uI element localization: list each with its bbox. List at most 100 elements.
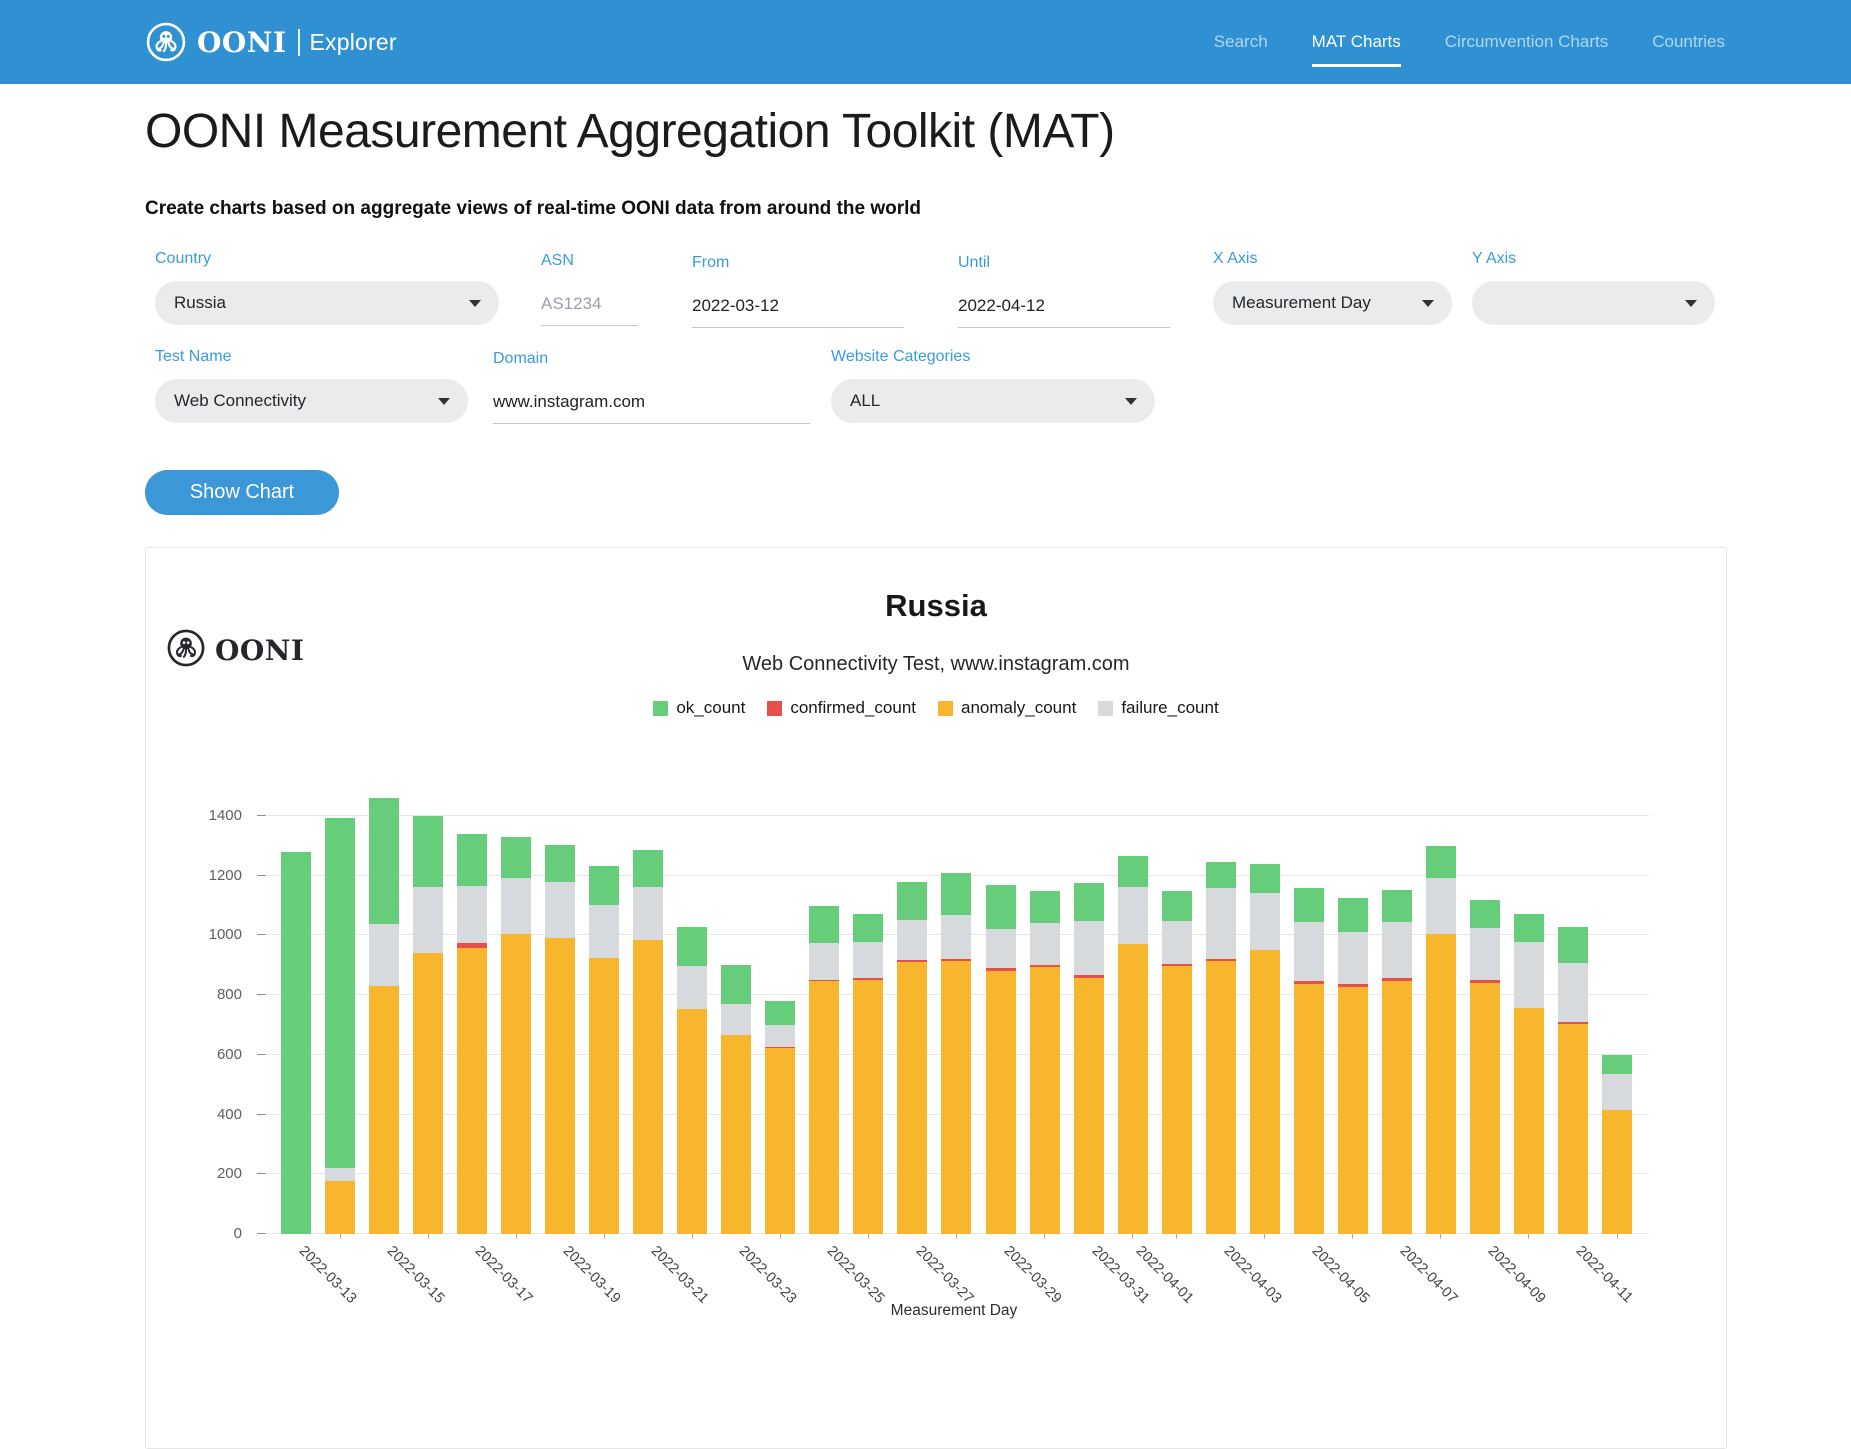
x-tick xyxy=(1352,1234,1353,1239)
x-tick xyxy=(1132,1234,1133,1239)
bar-2022-03-18[interactable] xyxy=(545,845,575,1234)
bar-2022-04-01[interactable] xyxy=(1162,891,1192,1234)
bar-segment-failure_count xyxy=(1382,922,1412,978)
x-axis-select[interactable]: Measurement Day xyxy=(1213,281,1452,325)
bar-2022-03-17[interactable] xyxy=(501,837,531,1234)
bar-2022-04-08[interactable] xyxy=(1470,900,1500,1234)
country-select[interactable]: Russia xyxy=(155,281,499,325)
bar-2022-03-21[interactable] xyxy=(677,927,707,1235)
bar-segment-ok_count xyxy=(1602,1055,1632,1074)
brand-divider xyxy=(298,29,300,56)
bar-segment-failure_count xyxy=(589,905,619,958)
bar-segment-failure_count xyxy=(325,1168,355,1181)
bar-segment-ok_count xyxy=(853,914,883,942)
test-name-value: Web Connectivity xyxy=(174,391,306,411)
website-categories-select[interactable]: ALL xyxy=(831,379,1155,423)
chevron-down-icon xyxy=(438,398,450,405)
x-tick xyxy=(1264,1234,1265,1239)
from-date-input[interactable] xyxy=(692,285,904,328)
bar-2022-03-30[interactable] xyxy=(1074,883,1104,1234)
bar-segment-anomaly_count xyxy=(1074,978,1104,1234)
x-axis-field: X Axis Measurement Day xyxy=(1213,250,1452,325)
domain-label: Domain xyxy=(493,350,810,368)
bar-segment-ok_count xyxy=(721,965,751,1003)
bar-segment-anomaly_count xyxy=(501,934,531,1234)
x-tick-label: 2022-03-29 xyxy=(1000,1243,1064,1307)
bar-segment-anomaly_count xyxy=(369,986,399,1234)
bar-2022-03-26[interactable] xyxy=(897,882,927,1234)
bar-segment-ok_count xyxy=(809,906,839,942)
bar-segment-failure_count xyxy=(809,943,839,980)
bar-segment-anomaly_count xyxy=(897,962,927,1234)
y-tick xyxy=(257,1173,266,1174)
bar-segment-ok_count xyxy=(413,816,443,887)
bar-2022-04-09[interactable] xyxy=(1514,914,1544,1234)
bar-segment-failure_count xyxy=(1118,887,1148,944)
bar-2022-04-05[interactable] xyxy=(1338,898,1368,1234)
bar-2022-03-16[interactable] xyxy=(457,834,487,1234)
from-label: From xyxy=(692,254,904,272)
legend-item-anomaly_count[interactable]: anomaly_count xyxy=(938,698,1076,718)
bar-2022-03-19[interactable] xyxy=(589,866,619,1234)
bar-2022-04-07[interactable] xyxy=(1426,846,1456,1234)
show-chart-button[interactable]: Show Chart xyxy=(145,470,339,515)
top-navbar: OONI Explorer Search MAT Charts Circumve… xyxy=(0,0,1851,84)
bar-2022-04-03[interactable] xyxy=(1250,864,1280,1235)
bar-segment-ok_count xyxy=(941,873,971,915)
until-date-input[interactable] xyxy=(958,285,1170,328)
bar-2022-03-25[interactable] xyxy=(853,914,883,1234)
bar-2022-04-06[interactable] xyxy=(1382,890,1412,1234)
bar-2022-04-04[interactable] xyxy=(1294,888,1324,1234)
y-axis-select[interactable] xyxy=(1472,281,1715,325)
nav-item-mat-charts[interactable]: MAT Charts xyxy=(1312,32,1401,52)
bar-segment-anomaly_count xyxy=(853,980,883,1234)
bar-segment-anomaly_count xyxy=(1602,1110,1632,1235)
bar-segment-ok_count xyxy=(677,927,707,967)
domain-input[interactable] xyxy=(493,381,810,424)
legend-swatch-failure_count xyxy=(1098,701,1113,716)
bar-2022-04-10[interactable] xyxy=(1558,927,1588,1234)
bar-2022-04-11[interactable] xyxy=(1602,1055,1632,1234)
bar-2022-03-27[interactable] xyxy=(941,873,971,1234)
legend-item-ok_count[interactable]: ok_count xyxy=(653,698,745,718)
bar-2022-04-02[interactable] xyxy=(1206,862,1236,1234)
bar-2022-03-31[interactable] xyxy=(1118,856,1148,1234)
nav-item-search[interactable]: Search xyxy=(1214,32,1268,52)
x-tick-label: 2022-04-03 xyxy=(1220,1243,1284,1307)
bar-segment-failure_count xyxy=(1338,932,1368,985)
bar-segment-ok_count xyxy=(325,818,355,1169)
legend-item-failure_count[interactable]: failure_count xyxy=(1098,698,1218,718)
bar-2022-03-15[interactable] xyxy=(413,816,443,1234)
legend-item-confirmed_count[interactable]: confirmed_count xyxy=(767,698,916,718)
website-categories-field: Website Categories ALL xyxy=(831,348,1155,423)
test-name-select[interactable]: Web Connectivity xyxy=(155,379,468,423)
bar-2022-03-22[interactable] xyxy=(721,965,751,1234)
bar-2022-03-23[interactable] xyxy=(765,1001,795,1234)
bar-2022-03-13[interactable] xyxy=(325,818,355,1234)
bar-segment-ok_count xyxy=(633,850,663,886)
bar-segment-anomaly_count xyxy=(589,958,619,1234)
bar-2022-03-29[interactable] xyxy=(1030,891,1060,1234)
asn-input[interactable] xyxy=(541,283,638,326)
bar-2022-03-20[interactable] xyxy=(633,850,663,1234)
bar-2022-03-12[interactable] xyxy=(281,852,311,1234)
bar-segment-failure_count xyxy=(369,924,399,987)
nav-item-circumvention-charts[interactable]: Circumvention Charts xyxy=(1445,32,1608,52)
bar-segment-failure_count xyxy=(1470,928,1500,979)
bar-2022-03-14[interactable] xyxy=(369,798,399,1234)
bar-2022-03-28[interactable] xyxy=(986,885,1016,1234)
bar-2022-03-24[interactable] xyxy=(809,906,839,1234)
legend-label: failure_count xyxy=(1121,698,1218,718)
bar-segment-failure_count xyxy=(677,966,707,1009)
ooni-explorer-logo[interactable]: OONI Explorer xyxy=(145,0,397,84)
bar-segment-ok_count xyxy=(589,866,619,904)
bar-segment-anomaly_count xyxy=(633,940,663,1234)
bar-segment-anomaly_count xyxy=(413,953,443,1234)
nav-item-countries[interactable]: Countries xyxy=(1652,32,1725,52)
x-tick-label: 2022-04-07 xyxy=(1397,1243,1461,1307)
website-categories-label: Website Categories xyxy=(831,348,1155,366)
bar-segment-ok_count xyxy=(1206,862,1236,888)
bar-segment-ok_count xyxy=(1514,914,1544,942)
bar-segment-anomaly_count xyxy=(677,1009,707,1234)
website-categories-value: ALL xyxy=(850,391,880,411)
